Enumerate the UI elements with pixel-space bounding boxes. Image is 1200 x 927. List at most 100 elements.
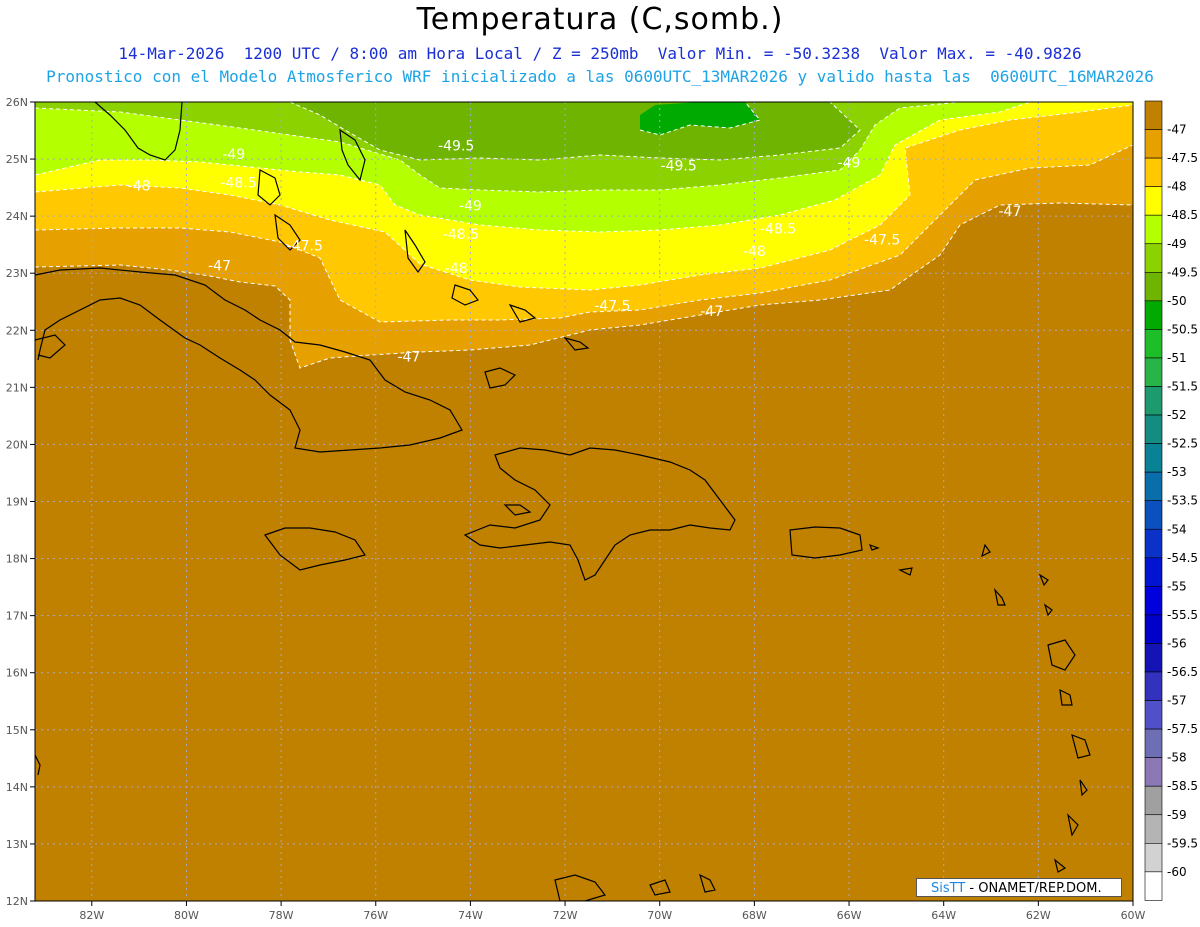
legend-swatch	[1144, 614, 1163, 644]
lat-tick-label: 25N	[6, 153, 28, 166]
lon-tick-label: 62W	[1026, 909, 1051, 922]
map-axes: 82W 80W 78W 76W 74W 72W 70W 68W 66W 64W 62W 60W 26N 2…	[6, 96, 1146, 922]
legend-swatch	[1144, 871, 1163, 901]
model-info-line: Pronostico con el Modelo Atmosferico WRF…	[46, 67, 1154, 86]
legend-label: -52	[1167, 408, 1187, 422]
legend-swatch	[1144, 157, 1163, 187]
contour-label: -47	[397, 350, 420, 366]
legend-swatch	[1144, 300, 1163, 330]
legend-swatch	[1144, 214, 1163, 245]
contour-label: -48.5	[760, 221, 796, 237]
contour-label: -49	[222, 147, 245, 163]
legend-swatch	[1144, 700, 1163, 730]
map-title: Temperatura (C,somb.)	[416, 2, 784, 37]
credit-box: SisTT - ONAMET/REP.DOM.	[916, 878, 1122, 897]
legend-label: -59.5	[1167, 836, 1198, 850]
legend-swatch	[1144, 129, 1163, 159]
lon-tick-label: 78W	[269, 909, 294, 922]
legend-label: -56	[1167, 636, 1187, 650]
contour-lines	[35, 102, 1133, 369]
legend-label: -51	[1167, 351, 1187, 365]
lat-tick-label: 20N	[6, 438, 28, 451]
legend-swatch	[1144, 757, 1163, 787]
contour-label: -47	[999, 204, 1022, 220]
contour-label: -48	[445, 261, 468, 277]
legend-label: -52.5	[1167, 437, 1198, 451]
legend-label: -50	[1167, 294, 1187, 308]
map-plot-area: -49.5 -49.5 -49 -49 -48.5 -48 -49 -48.5 -48.5 -48…	[35, 102, 1133, 901]
lat-tick-label: 18N	[6, 553, 28, 566]
lat-lon-grid	[35, 102, 1133, 901]
lon-tick-label: 76W	[363, 909, 388, 922]
lat-tick-label: 12N	[6, 895, 28, 908]
legend-label: -51.5	[1167, 380, 1198, 394]
color-legend: -47 -47.5 -48 -48.5 -49 -49.5 -50 -50.5 -51 -51.5…	[1144, 100, 1198, 901]
legend-label: -53.5	[1167, 494, 1198, 508]
contour-label: -47.5	[594, 298, 630, 314]
contour-label: -48.5	[220, 176, 256, 192]
contour-label: -48.5	[443, 227, 479, 243]
legend-label: -59	[1167, 808, 1187, 822]
lon-tick-label: 70W	[647, 909, 672, 922]
lon-tick-label: 66W	[837, 909, 862, 922]
credit-text: - ONAMET/REP.DOM.	[965, 881, 1102, 896]
legend-label: -47	[1167, 123, 1187, 137]
legend-swatch	[1144, 643, 1163, 673]
lat-tick-label: 16N	[6, 667, 28, 680]
legend-swatch	[1144, 414, 1163, 444]
lat-tick-label: 17N	[6, 610, 28, 623]
contour-labels: -49.5 -49.5 -49 -49 -48.5 -48 -49 -48.5 -48.5 -48…	[128, 139, 1022, 366]
lat-tick-label: 14N	[6, 781, 28, 794]
legend-swatch	[1144, 386, 1163, 416]
contour-label: -47	[208, 258, 231, 274]
legend-swatch	[1144, 528, 1163, 559]
lon-tick-label: 74W	[458, 909, 483, 922]
legend-label: -49.5	[1167, 265, 1198, 279]
lat-tick-label: 15N	[6, 724, 28, 737]
legend-swatch	[1144, 271, 1163, 302]
legend-label: -55	[1167, 579, 1187, 593]
sistt-logo: SisTT	[931, 881, 966, 896]
legend-swatch	[1144, 471, 1163, 501]
band-50-5	[640, 102, 760, 135]
legend-label: -57	[1167, 694, 1187, 708]
legend-swatch	[1144, 357, 1163, 387]
legend-swatch	[1144, 186, 1163, 216]
lon-tick-label: 82W	[79, 909, 104, 922]
legend-swatch	[1144, 500, 1163, 530]
legend-label: -49	[1167, 237, 1187, 251]
contour-label: -49.5	[661, 158, 697, 174]
lon-tick-label: 80W	[174, 909, 199, 922]
contour-label: -49	[838, 156, 861, 172]
legend-swatch	[1144, 586, 1163, 616]
contour-label: -49.5	[438, 139, 474, 155]
legend-label: -57.5	[1167, 722, 1198, 736]
contour-label: -47	[700, 304, 723, 320]
legend-swatch	[1144, 329, 1163, 359]
contour-label: -49	[459, 198, 482, 214]
legend-label: -53	[1167, 465, 1187, 479]
legend-swatch	[1144, 557, 1163, 587]
lat-tick-label: 26N	[6, 96, 28, 109]
legend-label: -60	[1167, 865, 1187, 879]
forecast-info-line: 14-Mar-2026 1200 UTC / 8:00 am Hora Loca…	[118, 44, 1082, 63]
legend-label: -47.5	[1167, 151, 1198, 165]
lon-tick-label: 72W	[553, 909, 578, 922]
legend-swatch	[1144, 785, 1163, 816]
legend-label: -48.5	[1167, 208, 1198, 222]
contour-label: -47.5	[287, 238, 323, 254]
legend-label: -55.5	[1167, 608, 1198, 622]
contour-label: -48	[743, 244, 766, 260]
lat-tick-label: 23N	[6, 267, 28, 280]
lat-tick-label: 19N	[6, 496, 28, 509]
legend-label: -58	[1167, 751, 1187, 765]
legend-swatch	[1144, 842, 1163, 873]
lon-tick-label: 68W	[742, 909, 767, 922]
legend-label: -48	[1167, 180, 1187, 194]
legend-label: -54	[1167, 522, 1187, 536]
legend-label: -50.5	[1167, 322, 1198, 336]
lat-tick-label: 21N	[6, 381, 28, 394]
lat-tick-label: 13N	[6, 838, 28, 851]
legend-swatch	[1144, 443, 1163, 473]
legend-swatch	[1144, 671, 1163, 701]
